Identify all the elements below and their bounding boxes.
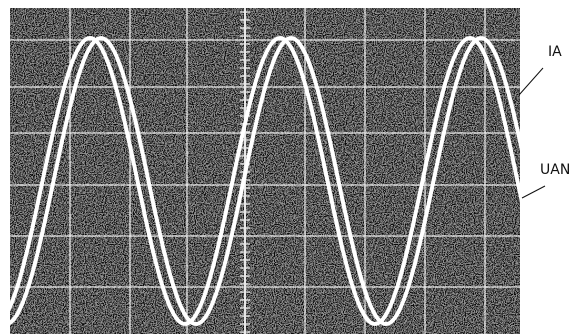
ia-label: IA: [548, 44, 562, 60]
uan-label: UAN: [540, 162, 570, 178]
scope-screen: [0, 8, 530, 334]
ia-leader: [519, 68, 543, 95]
oscilloscope-screenshot: IA UAN: [0, 0, 585, 334]
uan-leader: [522, 186, 545, 198]
